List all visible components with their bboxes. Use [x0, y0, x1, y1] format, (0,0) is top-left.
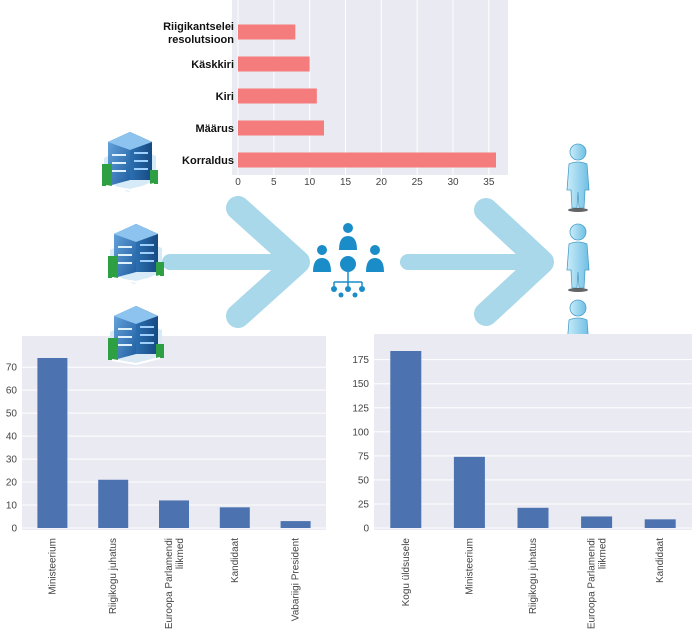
y-tick-label: 40: [6, 432, 18, 443]
y-category-label: Riigikantselei resolutsioon: [163, 21, 234, 46]
x-tick-label: 35: [483, 177, 495, 188]
y-tick-label: 150: [352, 379, 369, 390]
x-category-label: Kogu üldsusele: [401, 538, 412, 607]
y-tick-label: 125: [352, 403, 369, 414]
x-category-label: Kandidaat: [655, 538, 666, 583]
plot-area: [22, 336, 326, 530]
bar: [517, 507, 549, 528]
x-tick-label: 30: [447, 177, 459, 188]
x-tick-label: 25: [412, 177, 424, 188]
bar: [280, 521, 311, 528]
x-tick-label: 0: [235, 177, 241, 188]
bar: [98, 479, 129, 528]
office-building-icon: [108, 224, 164, 284]
bar: [238, 56, 310, 72]
x-category-label: Ministeerium: [464, 538, 475, 595]
y-tick-label: 175: [352, 355, 369, 366]
y-tick-label: 0: [11, 524, 17, 535]
y-tick-label: 100: [352, 427, 369, 438]
y-tick-label: 75: [358, 451, 370, 462]
bar: [37, 358, 68, 528]
chevron-right-arrow-icon: [474, 198, 554, 326]
x-category-label: Euroopa Parlamendiliikmed: [587, 538, 609, 629]
y-tick-label: 50: [6, 409, 18, 420]
y-category-label: Korraldus: [182, 155, 234, 167]
bar: [159, 500, 189, 528]
bar: [238, 120, 324, 136]
office-building-icon: [108, 224, 164, 284]
bar: [453, 456, 485, 528]
recipient-bar-chart-right: 0 25 50 75 100 125 150 175 Kogu üldsusele Ministe…: [352, 334, 692, 629]
people-network-icon: [313, 223, 384, 298]
x-tick-label: 15: [340, 177, 352, 188]
x-category-label: Euroopa Parlamendiliikmed: [164, 538, 186, 629]
y-tick-label: 50: [358, 475, 370, 486]
y-category-label: Käskkiri: [191, 59, 234, 71]
document-type-bar-chart: 0 5 10 15 20 25 30 35 Korraldus Määrus Kiri Käskkir…: [163, 0, 508, 188]
x-category-label: Kandidaat: [230, 538, 241, 583]
person-icon: [566, 223, 590, 292]
bar: [581, 516, 613, 528]
bar: [390, 351, 422, 528]
y-category-label: Kiri: [216, 91, 234, 103]
bar: [238, 24, 296, 40]
x-tick-label: 20: [376, 177, 388, 188]
x-category-label: Vabariigi President: [291, 538, 302, 621]
chevron-right-arrow-icon: [226, 196, 310, 328]
x-tick-label: 10: [304, 177, 316, 188]
y-tick-label: 0: [363, 524, 369, 535]
bar: [219, 507, 250, 528]
x-category-label: Riigikogu juhatus: [528, 538, 539, 614]
recipient-bar-chart-left: 0 10 20 30 40 50 60 70 Ministeerium Riigikogu juh…: [6, 336, 326, 629]
y-tick-label: 20: [6, 478, 18, 489]
x-tick-label: 5: [271, 177, 277, 188]
y-tick-label: 60: [6, 386, 18, 397]
y-category-label: Määrus: [195, 123, 234, 135]
bar: [644, 519, 676, 528]
bar: [238, 152, 496, 168]
y-tick-label: 70: [6, 363, 18, 374]
bar: [238, 88, 317, 104]
y-tick-label: 30: [6, 455, 18, 466]
y-tick-label: 25: [358, 499, 370, 510]
x-category-label: Ministeerium: [47, 538, 58, 595]
x-category-label: Riigikogu juhatus: [108, 538, 119, 614]
y-tick-label: 10: [6, 501, 18, 512]
